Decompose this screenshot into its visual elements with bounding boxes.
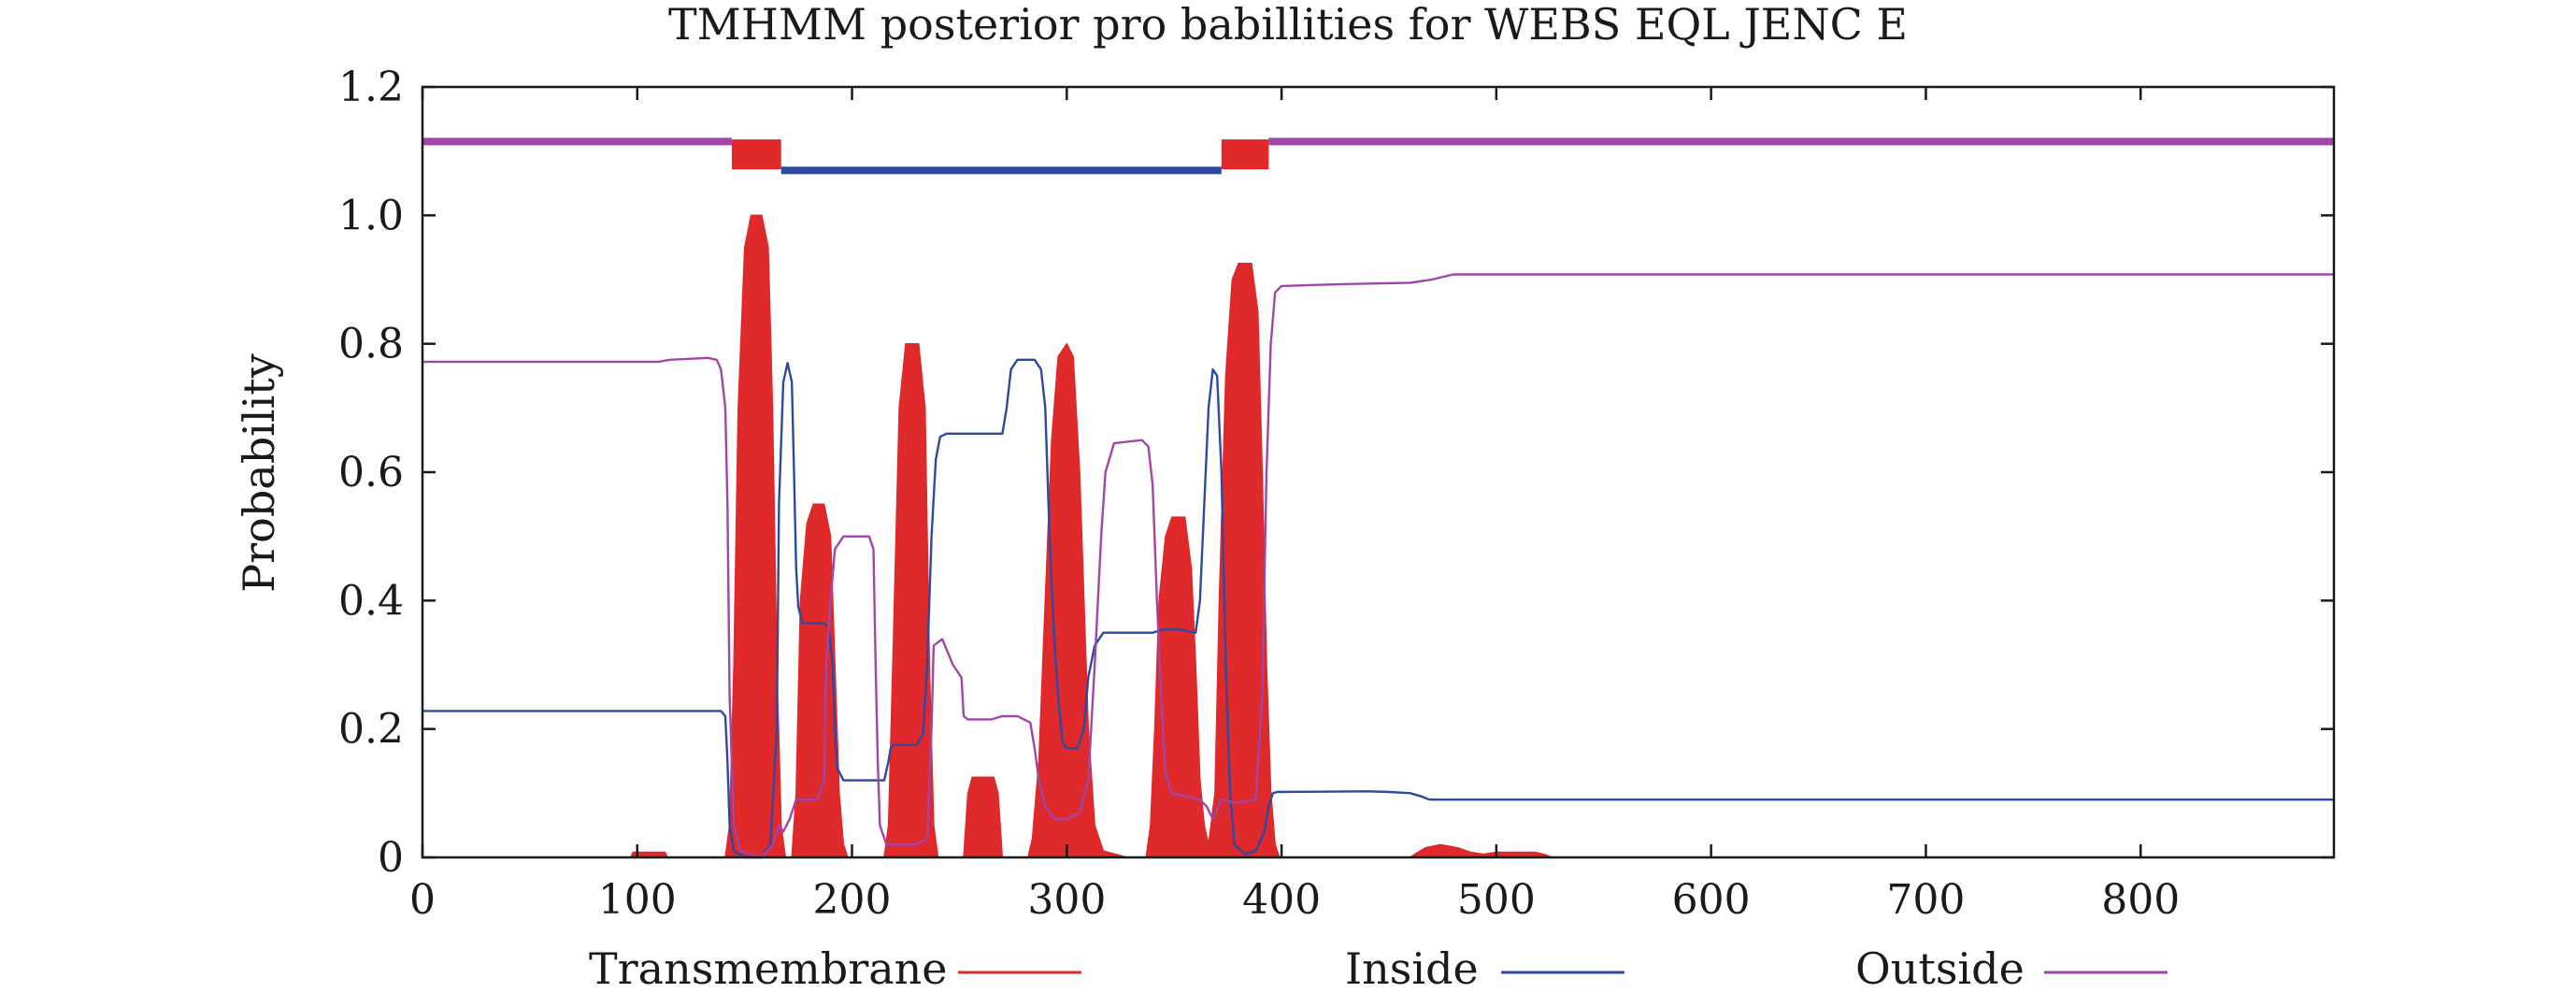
x-tick-label: 600 (1672, 876, 1751, 924)
y-tick-label: 0 (378, 834, 404, 882)
x-tick-label: 400 (1242, 876, 1321, 924)
series-line-inside (422, 358, 2334, 859)
x-tick-label: 500 (1457, 876, 1536, 924)
x-tick-label: 0 (409, 876, 436, 924)
y-tick-label: 0.4 (338, 577, 404, 625)
legend-label-inside: Inside (1345, 943, 1479, 994)
y-tick-label: 0.2 (338, 706, 404, 754)
legend: Transmembrane Inside Outside (589, 943, 2168, 994)
x-tick-label: 700 (1886, 876, 1965, 924)
y-axis-label: Probability (234, 353, 284, 593)
plot-area (422, 137, 2335, 859)
x-tick-label: 800 (2101, 876, 2180, 924)
y-tick-label: 1.2 (338, 64, 404, 111)
y-tick-label: 0.6 (338, 449, 404, 496)
x-tick-label: 300 (1027, 876, 1106, 924)
chart-title: TMHMM posterior pro babillities for WEBS… (668, 0, 1908, 50)
topology-tm-segment-3 (1221, 139, 1269, 170)
series-line-outside (422, 273, 2334, 859)
topology-tm-segment-1 (731, 139, 781, 170)
plot-border (421, 85, 2336, 859)
legend-label-outside: Outside (1855, 943, 2025, 994)
x-tick-label: 200 (813, 876, 892, 924)
axis-ticks: 0 100 200 300 400 500 600 700 800 0 0.2 0.4 0.6 0.8 1.… (338, 64, 2334, 924)
y-tick-label: 0.8 (338, 321, 404, 368)
x-tick-label: 100 (598, 876, 677, 924)
legend-label-transmembrane: Transmembrane (589, 943, 948, 994)
plot-frame (421, 85, 2336, 859)
y-tick-label: 1.0 (338, 192, 404, 239)
